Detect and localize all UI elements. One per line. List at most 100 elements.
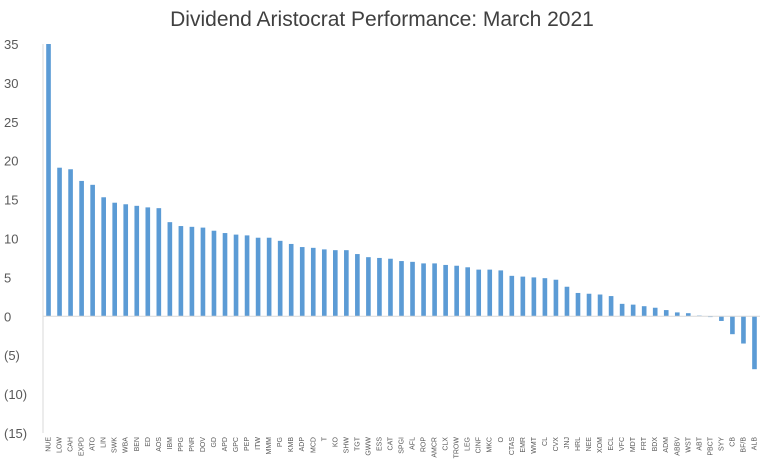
x-tick-label: CLX [443, 437, 450, 451]
bar-syy [719, 316, 724, 321]
x-tick-label: CB [729, 437, 736, 447]
x-tick-label: MMM [266, 437, 273, 455]
bar-adm [663, 310, 669, 317]
x-tick-label: PNR [189, 437, 196, 452]
x-tick-label: EXPD [79, 437, 86, 456]
bar-pep [244, 235, 250, 317]
bar-hrl [575, 292, 581, 317]
x-tick-label: T [321, 436, 328, 441]
bar-lin [101, 197, 106, 317]
bar-rop [421, 263, 426, 317]
chart-title: Dividend Aristocrat Performance: March 2… [170, 8, 594, 31]
x-tick-label: CL [542, 437, 549, 446]
x-tick-label: FRT [641, 436, 648, 450]
x-tick-label: PG [277, 437, 284, 447]
bar-dov [200, 227, 206, 317]
x-tick-label: SPGI [399, 437, 406, 454]
bar-ko [333, 250, 338, 317]
x-tick-label: WST [685, 436, 692, 452]
bar-kmb [288, 243, 294, 317]
bar-ed [145, 207, 151, 317]
y-tick-label: (5) [4, 348, 20, 363]
y-tick-label: (15) [4, 426, 27, 441]
bar-ctas [509, 275, 515, 317]
bar-xom [597, 294, 603, 317]
x-tick-label: AMCR [432, 437, 439, 458]
x-tick-label: CVX [553, 437, 560, 452]
x-tick-label: EMR [520, 437, 527, 453]
x-tick-label: MKC [487, 437, 494, 453]
bar-pg [277, 240, 283, 317]
x-tick-label: AOS [156, 437, 163, 452]
x-tick-label: APD [222, 437, 229, 451]
x-tick-label: LEG [465, 437, 472, 451]
bar-low [57, 167, 62, 317]
x-tick-label: MDT [630, 436, 637, 452]
x-tick-label: ABBV [674, 437, 681, 456]
x-tick-label: ROP [421, 437, 428, 453]
y-tick-label: 5 [4, 270, 11, 285]
bar-clx [443, 264, 448, 317]
bar-cah [68, 169, 73, 317]
x-tick-label: BEN [134, 437, 141, 451]
bar-frt [641, 306, 647, 317]
bar-nue [46, 44, 51, 317]
bar-apd [222, 233, 228, 317]
bar-nee [586, 293, 592, 317]
x-tick-label: ED [145, 437, 152, 447]
x-tick-label: ESS [376, 437, 383, 451]
bar-leg [465, 267, 470, 317]
y-tick-label: 15 [4, 193, 18, 208]
x-tick-label: JNJ [564, 437, 571, 449]
x-tick-label: PPG [178, 437, 185, 452]
bar-cl [542, 278, 548, 317]
bar-gpc [233, 234, 239, 317]
bar-o [498, 270, 504, 317]
bar-alb [752, 316, 757, 370]
bar-t [321, 249, 327, 317]
bar-ibm [167, 222, 173, 317]
x-tick-label: SYY [718, 437, 725, 451]
x-tick-label: WMT [531, 436, 538, 453]
x-tick-label: TGT [354, 436, 361, 451]
x-tick-label: LIN [101, 437, 108, 448]
y-tick-label: 25 [4, 115, 18, 130]
bar-gww [366, 257, 371, 317]
x-tick-label: BDX [652, 437, 659, 452]
x-tick-label: CAT [387, 436, 394, 450]
y-tick-label: 0 [4, 309, 11, 324]
x-tick-label: HRL [575, 437, 582, 451]
x-tick-label: ABT [696, 436, 703, 450]
bar-mmm [266, 237, 272, 317]
x-tick-label: GPC [233, 437, 240, 452]
y-tick-label: 20 [4, 154, 18, 169]
x-tick-label: GWW [365, 437, 372, 456]
x-tick-label: VFC [619, 437, 626, 451]
x-tick-label: PBCT [707, 436, 714, 455]
bar-aos [156, 208, 162, 317]
bar-shw [344, 250, 349, 317]
x-tick-label: ALB [751, 437, 758, 451]
bar-cinf [476, 269, 482, 317]
y-tick-label: 10 [4, 232, 18, 247]
bar-itw [255, 237, 261, 317]
x-tick-label: GD [211, 437, 218, 448]
x-tick-label: CTAS [509, 437, 516, 455]
bar-trow [454, 265, 459, 317]
bar-bf-b [741, 316, 746, 344]
bar-ess [377, 257, 382, 317]
x-tick-label: XOM [597, 437, 604, 453]
x-tick-label: AFL [410, 437, 417, 450]
bar-jnj [564, 286, 570, 317]
bar-pnr [189, 226, 195, 317]
bar-spgi [399, 261, 404, 317]
y-tick-label: 35 [4, 37, 18, 52]
x-tick-label: WBA [123, 437, 130, 453]
bar-adp [299, 247, 305, 317]
bar-wba [123, 204, 129, 317]
x-tick-label: SHW [343, 437, 350, 454]
bar-cb [730, 316, 735, 335]
x-tick-label: IBM [167, 437, 174, 450]
bar-mdt [630, 304, 636, 317]
bar-expd [79, 180, 84, 317]
